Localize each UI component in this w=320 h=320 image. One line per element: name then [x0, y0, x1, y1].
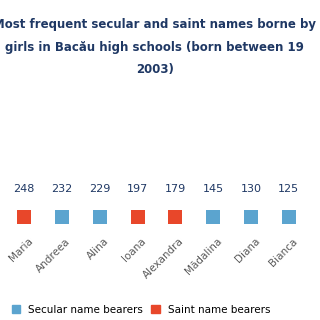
Text: Ioana: Ioana [121, 236, 148, 264]
Text: Maria: Maria [7, 236, 35, 264]
Text: Andreea: Andreea [35, 236, 73, 274]
Text: Most frequent secular and saint names borne by: Most frequent secular and saint names bo… [0, 18, 316, 31]
Text: Alina: Alina [85, 236, 110, 262]
Text: Mădalina: Mădalina [183, 236, 224, 277]
Text: 248: 248 [13, 184, 35, 194]
Text: 2003): 2003) [136, 63, 174, 76]
Text: Bianca: Bianca [268, 236, 300, 268]
Text: 145: 145 [203, 184, 224, 194]
Text: 197: 197 [127, 184, 148, 194]
Text: 229: 229 [89, 184, 110, 194]
Text: 179: 179 [165, 184, 186, 194]
Text: Diana: Diana [233, 236, 262, 265]
Text: 130: 130 [241, 184, 261, 194]
Text: Alexandra: Alexandra [141, 236, 186, 281]
Text: girls in Bacău high schools (born between 19: girls in Bacău high schools (born betwee… [5, 41, 304, 53]
Text: 232: 232 [51, 184, 73, 194]
Text: 125: 125 [278, 184, 300, 194]
Legend: Secular name bearers, Saint name bearers: Secular name bearers, Saint name bearers [12, 305, 271, 315]
